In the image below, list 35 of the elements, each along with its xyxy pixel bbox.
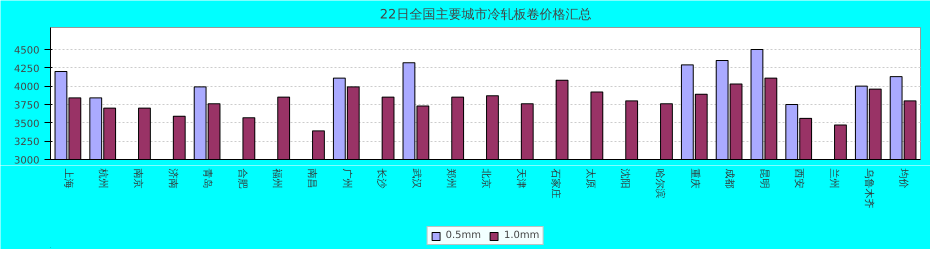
- y-tick-label: 3000: [14, 156, 40, 166]
- x-tick-label: 哈尔滨: [654, 168, 666, 198]
- x-tick-label: 武汉: [410, 168, 422, 188]
- x-tick-label: 郑州: [445, 168, 458, 188]
- y-tick-label: 3750: [14, 100, 40, 112]
- x-tick-label: 昆明: [758, 168, 770, 188]
- y-tick-label: 3500: [14, 118, 40, 130]
- x-tick-label: 南京: [132, 168, 144, 188]
- y-tick-label: 4250: [14, 64, 40, 75]
- x-tick-label: 沈阳: [619, 168, 632, 188]
- x-tick-label: 西安: [793, 168, 806, 188]
- x-tick-label: 均价: [898, 168, 910, 188]
- x-tick-label: 乌鲁木齐: [862, 168, 875, 208]
- x-tick-label: 天津: [514, 168, 527, 188]
- x-tick-label: 广州: [340, 168, 353, 188]
- legend-label: 1.0mm: [504, 230, 540, 241]
- x-tick-label: 成都: [724, 168, 736, 188]
- x-tick-label: 合肥: [236, 168, 248, 188]
- y-tick-label: 3250: [14, 137, 40, 148]
- x-tick-label: 太原: [584, 168, 596, 188]
- x-tick-label: 北京: [480, 168, 492, 188]
- y-tick-label: 4000: [14, 82, 40, 94]
- x-tick-label: 石家庄: [550, 168, 562, 198]
- legend-label: 0.5mm: [446, 230, 481, 241]
- chart-title: 22日全国主要城市冷轧板卷价格汇总: [380, 6, 592, 22]
- x-tick-label: 南昌: [306, 168, 318, 188]
- x-tick-label: 福州: [271, 168, 284, 188]
- x-tick-label: 上海: [62, 168, 74, 188]
- x-tick-label: 兰州: [828, 168, 840, 188]
- x-tick-label: 青岛: [202, 168, 214, 188]
- x-tick-label: 杭州: [97, 168, 110, 188]
- x-tick-label: 长沙: [376, 168, 388, 188]
- y-tick-label: 4500: [14, 46, 40, 56]
- x-tick-label: 济南: [166, 168, 179, 188]
- x-tick-label: 重庆: [688, 168, 701, 188]
